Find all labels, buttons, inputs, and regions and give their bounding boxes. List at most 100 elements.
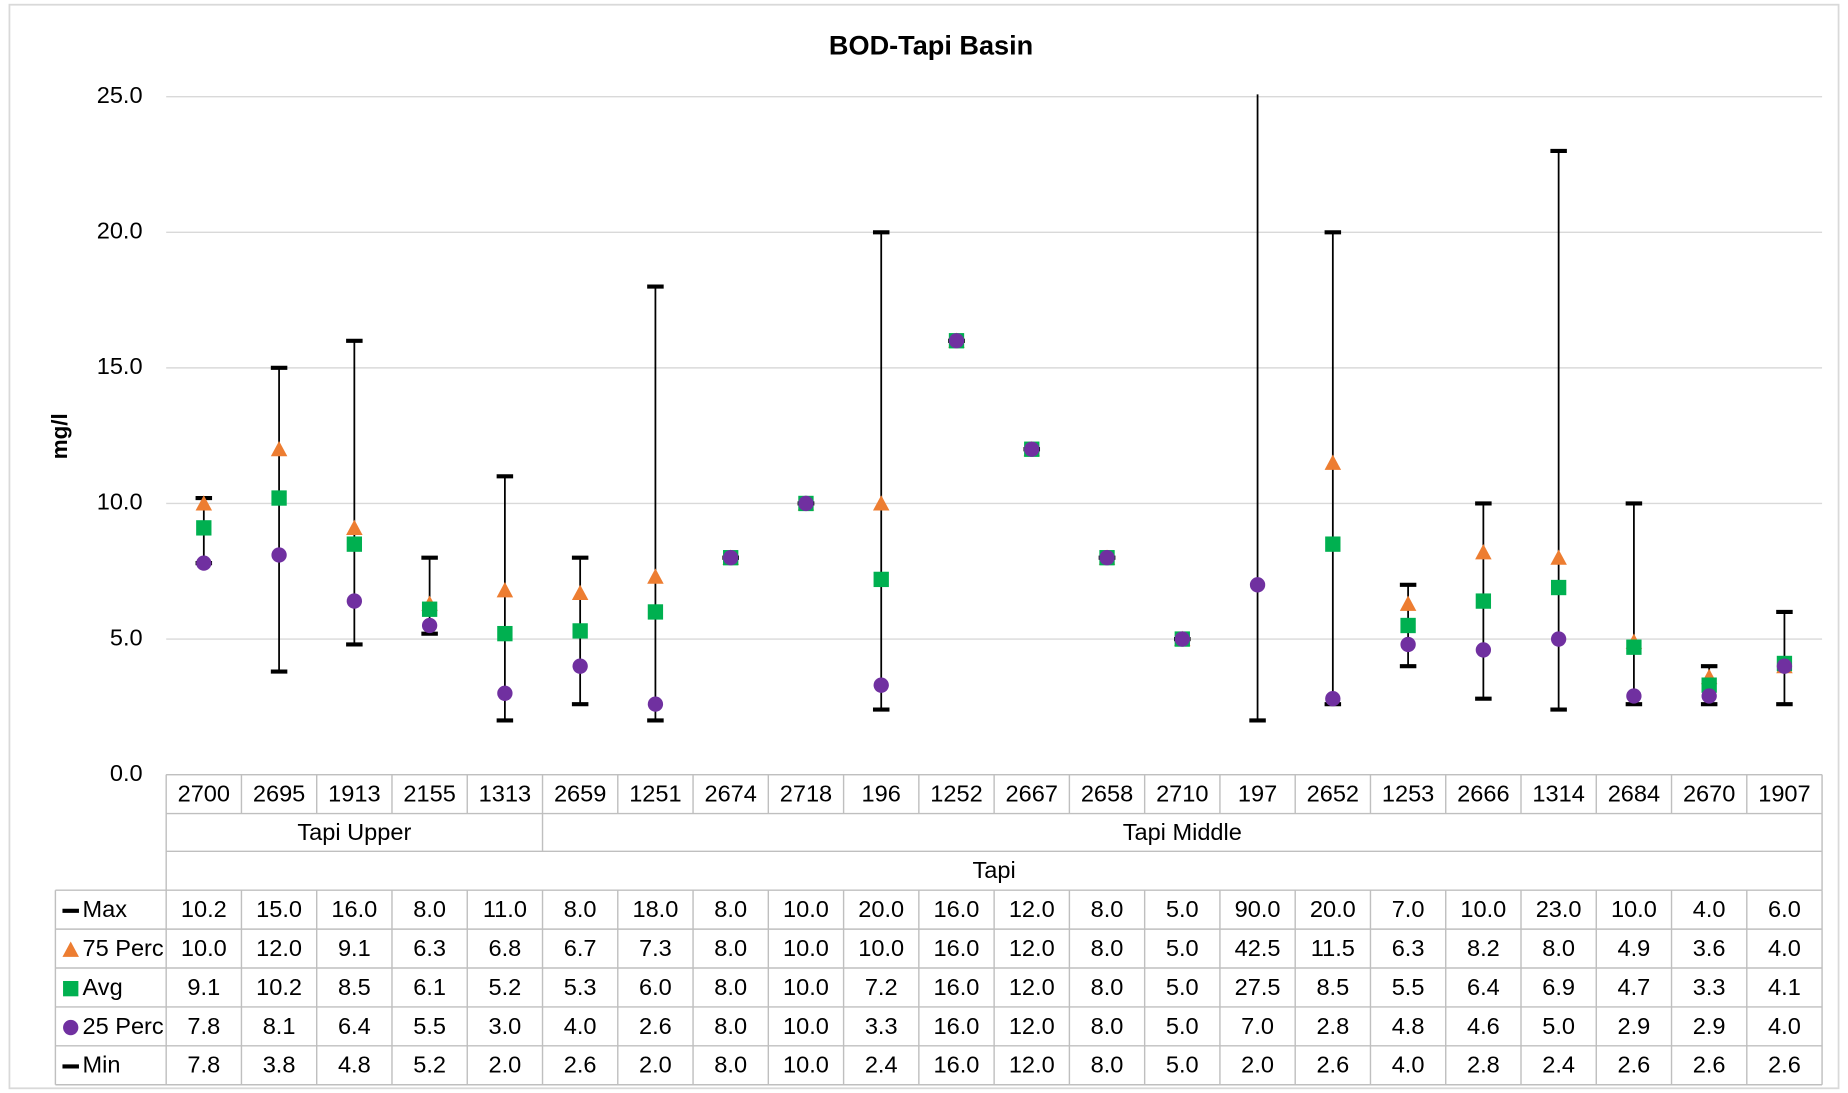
table-cell: 7.8 bbox=[187, 1052, 220, 1078]
table-cell: 3.3 bbox=[1693, 974, 1726, 1000]
table-cell: 42.5 bbox=[1235, 935, 1281, 961]
legend-key bbox=[63, 980, 79, 997]
y-tick-label: 20.0 bbox=[97, 217, 143, 243]
data-point bbox=[1249, 577, 1266, 593]
data-point bbox=[497, 685, 513, 701]
table-cell: 11.0 bbox=[483, 896, 527, 922]
table-cell: 7.0 bbox=[1392, 896, 1425, 922]
data-point bbox=[1475, 544, 1492, 560]
table-cell: 8.1 bbox=[263, 1013, 296, 1039]
table-cell: 10.2 bbox=[256, 974, 302, 1000]
table-cell: 8.0 bbox=[1542, 935, 1575, 961]
data-point bbox=[346, 536, 363, 552]
data-point bbox=[497, 625, 513, 642]
data-point bbox=[1475, 593, 1492, 609]
table-cell: 2.9 bbox=[1693, 1013, 1726, 1039]
table-cell: 8.0 bbox=[1091, 1052, 1124, 1078]
data-point bbox=[1325, 691, 1341, 707]
table-cell: 5.3 bbox=[564, 974, 597, 1000]
data-point bbox=[346, 593, 363, 609]
table-cell: 3.0 bbox=[489, 1013, 522, 1039]
table-cell: 7.3 bbox=[639, 935, 672, 961]
data-point bbox=[1550, 631, 1567, 647]
table-cell: 8.2 bbox=[1467, 935, 1500, 961]
table-cell: 5.0 bbox=[1166, 1052, 1199, 1078]
x-tick-label: 2710 bbox=[1156, 780, 1208, 806]
data-point bbox=[1701, 688, 1717, 704]
table-cell: 16.0 bbox=[934, 1013, 980, 1039]
table-cell: 5.0 bbox=[1166, 935, 1199, 961]
table-cell: 6.1 bbox=[413, 974, 446, 1000]
table-cell: 12.0 bbox=[1009, 896, 1055, 922]
table-cell: 2.6 bbox=[639, 1013, 672, 1039]
table-cell: 4.7 bbox=[1618, 974, 1651, 1000]
table-cell: 6.7 bbox=[564, 935, 597, 961]
x-tick-label: 2155 bbox=[403, 780, 455, 806]
data-point bbox=[1626, 639, 1642, 655]
data-point bbox=[271, 490, 287, 506]
data-point bbox=[421, 617, 438, 634]
table-cell: 5.5 bbox=[413, 1013, 446, 1039]
table-cell: 16.0 bbox=[331, 896, 377, 922]
data-point bbox=[723, 550, 739, 566]
table-cell: 6.3 bbox=[413, 935, 446, 961]
table-cell: 6.4 bbox=[1467, 974, 1500, 1000]
data-point bbox=[872, 495, 890, 511]
x-tick-label: 2666 bbox=[1457, 780, 1509, 806]
table-cell: 10.0 bbox=[1611, 896, 1657, 922]
table-cell: 9.1 bbox=[187, 974, 220, 1000]
y-tick-label: 0.0 bbox=[110, 760, 143, 786]
table-cell: 27.5 bbox=[1235, 974, 1281, 1000]
group-label: Tapi Middle bbox=[1123, 819, 1242, 845]
table-cell: 6.8 bbox=[489, 935, 522, 961]
y-tick-label: 5.0 bbox=[110, 624, 143, 650]
table-cell: 3.8 bbox=[263, 1052, 296, 1078]
data-point bbox=[572, 658, 588, 674]
table-cell: 11.5 bbox=[1311, 935, 1355, 961]
data-point bbox=[873, 677, 889, 693]
table-cell: 8.0 bbox=[1091, 974, 1124, 1000]
table-cell: 2.4 bbox=[1542, 1052, 1575, 1078]
table-cell: 6.3 bbox=[1392, 935, 1425, 961]
plot-area bbox=[195, 94, 1793, 723]
table-cell: 5.0 bbox=[1166, 1013, 1199, 1039]
table-cell: 8.0 bbox=[714, 935, 747, 961]
table-cell: 2.9 bbox=[1618, 1013, 1651, 1039]
x-tick-label: 2652 bbox=[1307, 780, 1359, 806]
table-cell: 90.0 bbox=[1235, 896, 1281, 922]
x-tick-label: 2718 bbox=[780, 780, 832, 806]
table-cell: 12.0 bbox=[1009, 1013, 1055, 1039]
table-cell: 4.6 bbox=[1467, 1013, 1500, 1039]
table-cell: 2.6 bbox=[1693, 1052, 1726, 1078]
data-point bbox=[1776, 658, 1793, 674]
legend-label: 75 Perc bbox=[83, 935, 164, 961]
table-cell: 8.0 bbox=[564, 896, 597, 922]
table-cell: 2.6 bbox=[564, 1052, 597, 1078]
legend-label: Min bbox=[83, 1052, 121, 1078]
table-cell: 8.5 bbox=[1316, 974, 1349, 1000]
data-point bbox=[346, 519, 363, 535]
table-cell: 12.0 bbox=[256, 935, 302, 961]
data-table: 2700 2695 1913 2155 1313 2659 1251 2674 2718 196 1… bbox=[54, 773, 1823, 1086]
table-cell: 12.0 bbox=[1009, 1052, 1055, 1078]
table-cell: 8.0 bbox=[413, 896, 446, 922]
table-cell: 16.0 bbox=[934, 935, 980, 961]
data-point bbox=[271, 547, 287, 563]
data-point bbox=[873, 571, 889, 588]
table-cell: 7.2 bbox=[865, 974, 898, 1000]
table-cell: 8.0 bbox=[714, 974, 747, 1000]
table-cell: 16.0 bbox=[934, 974, 980, 1000]
data-point bbox=[647, 568, 664, 584]
table-cell: 2.0 bbox=[1241, 1052, 1274, 1078]
legend-key bbox=[63, 1019, 79, 1036]
table-cell: 20.0 bbox=[858, 896, 904, 922]
table-cell: 8.0 bbox=[1091, 935, 1124, 961]
x-tick-label: 2695 bbox=[253, 780, 305, 806]
data-point bbox=[798, 495, 814, 512]
data-point bbox=[1550, 549, 1567, 565]
table-cell: 12.0 bbox=[1009, 935, 1055, 961]
data-point bbox=[1400, 636, 1416, 653]
table-cell: 8.5 bbox=[338, 974, 371, 1000]
y-axis-label: mg/l bbox=[47, 413, 72, 459]
